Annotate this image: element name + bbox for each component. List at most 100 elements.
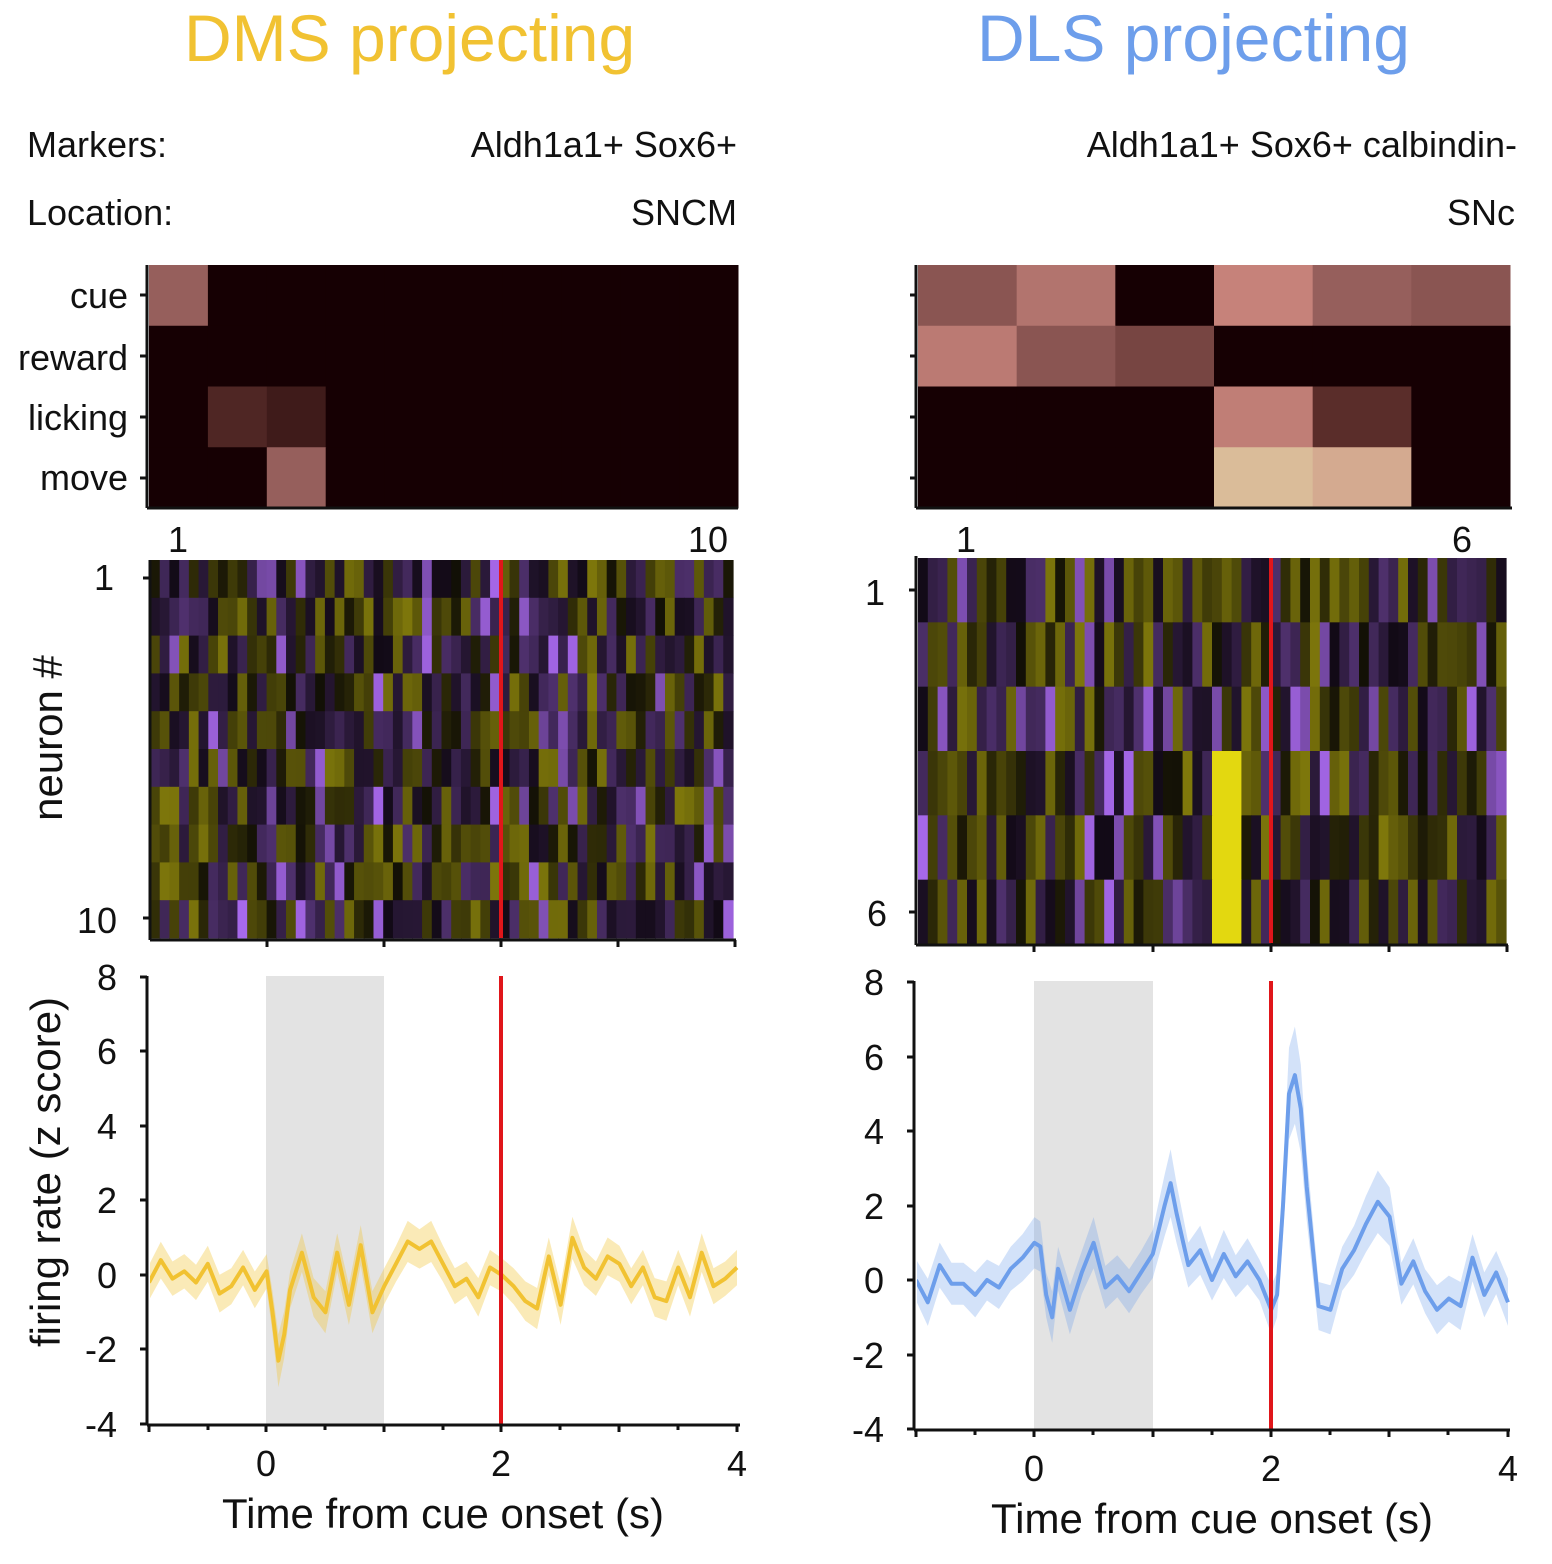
raster-cell <box>626 597 637 636</box>
raster-cell <box>305 749 316 788</box>
raster-cell <box>392 786 404 825</box>
raster-cell <box>1153 686 1164 752</box>
raster-cell <box>227 749 239 788</box>
raster-cell <box>1182 815 1193 881</box>
raster-cell <box>256 597 268 636</box>
raster-cell <box>1163 879 1174 945</box>
raster-cell <box>1476 815 1487 881</box>
raster-cell <box>383 900 394 939</box>
raster-cell <box>1398 751 1409 816</box>
raster-cell <box>918 815 929 881</box>
raster-cell <box>1427 815 1438 881</box>
raster-cell <box>480 824 491 863</box>
raster-cell <box>684 786 695 825</box>
raster-cell <box>159 862 171 901</box>
raster-cell <box>1457 558 1468 623</box>
raster-cell <box>188 862 200 901</box>
raster-cell <box>587 673 598 712</box>
raster-cell <box>1408 751 1419 816</box>
dls-raster-tick-label: 6 <box>867 893 887 934</box>
raster-cell <box>1310 751 1321 816</box>
heatmap-cell <box>1312 265 1412 327</box>
raster-cell <box>344 900 355 939</box>
raster-cell <box>1241 622 1252 688</box>
raster-cell <box>548 862 559 901</box>
raster-cell <box>490 635 501 674</box>
left-panel-title: DMS projecting <box>184 1 636 75</box>
raster-cell <box>499 824 511 863</box>
raster-cell <box>276 749 287 788</box>
raster-cell <box>927 686 939 752</box>
raster-cell <box>470 749 481 788</box>
raster-cell <box>1417 815 1429 881</box>
raster-cell <box>198 900 209 939</box>
raster-cell <box>509 635 520 674</box>
raster-cell <box>587 824 598 863</box>
raster-cell <box>470 597 481 636</box>
heatmap-cell <box>384 386 444 448</box>
raster-cell <box>1045 558 1056 623</box>
raster-cell <box>674 786 686 825</box>
raster-cell <box>1427 686 1438 752</box>
raster-cell <box>1378 686 1389 752</box>
raster-cell <box>655 711 666 750</box>
raster-cell <box>1241 815 1252 881</box>
raster-cell <box>1212 751 1223 816</box>
raster-cell <box>1290 751 1301 816</box>
raster-cell <box>276 597 287 636</box>
raster-cell <box>1094 622 1105 688</box>
heatmap-cell <box>207 265 268 327</box>
raster-cell <box>1074 622 1086 688</box>
raster-cell <box>363 635 375 674</box>
raster-cell <box>674 900 686 939</box>
heatmap-cell <box>443 265 503 327</box>
dls-marker-heatmap: 1 6 <box>910 265 1512 560</box>
raster-cell <box>509 711 520 750</box>
raster-cell <box>1310 686 1321 752</box>
raster-cell <box>723 597 734 636</box>
raster-cell <box>957 558 968 623</box>
raster-cell <box>1486 558 1497 623</box>
raster-cell <box>344 786 355 825</box>
raster-cell <box>286 824 297 863</box>
raster-cell <box>1261 751 1272 816</box>
raster-cell <box>927 815 939 881</box>
raster-cell <box>664 673 676 712</box>
raster-cell <box>1035 558 1046 623</box>
dls-error-band <box>917 1026 1508 1343</box>
raster-cell <box>1153 622 1164 688</box>
raster-cell <box>1212 815 1223 881</box>
raster-cell <box>431 635 443 674</box>
heatmap-cell <box>207 386 268 448</box>
raster-cell <box>276 786 287 825</box>
raster-cell <box>1153 879 1164 945</box>
raster-cell <box>276 900 287 939</box>
raster-cell <box>412 824 423 863</box>
heatmap-cell <box>1214 265 1314 327</box>
raster-cell <box>996 686 1007 752</box>
raster-cell <box>1153 558 1164 623</box>
raster-cell <box>1094 879 1105 945</box>
heatmap-cell <box>384 265 444 327</box>
right-location-value: SNc <box>1446 192 1515 233</box>
raster-cell <box>645 862 656 901</box>
raster-cell <box>596 560 608 599</box>
raster-cell <box>1349 751 1360 816</box>
raster-cell <box>996 751 1007 816</box>
dls-x-tick-label: 4 <box>1498 1448 1518 1489</box>
heatmap-cell <box>1411 386 1511 448</box>
raster-cell <box>694 824 705 863</box>
raster-cell <box>188 597 200 636</box>
raster-cell <box>286 711 297 750</box>
raster-cell <box>606 560 617 599</box>
raster-cell <box>237 560 248 599</box>
raster-cell <box>723 711 734 750</box>
raster-cell <box>490 824 501 863</box>
raster-cell <box>1016 815 1027 881</box>
dls-y-tick-label: 8 <box>864 962 884 1003</box>
raster-cell <box>927 622 939 688</box>
raster-cell <box>664 900 676 939</box>
raster-cell <box>422 635 433 674</box>
raster-cell <box>1457 622 1468 688</box>
raster-cell <box>431 749 443 788</box>
